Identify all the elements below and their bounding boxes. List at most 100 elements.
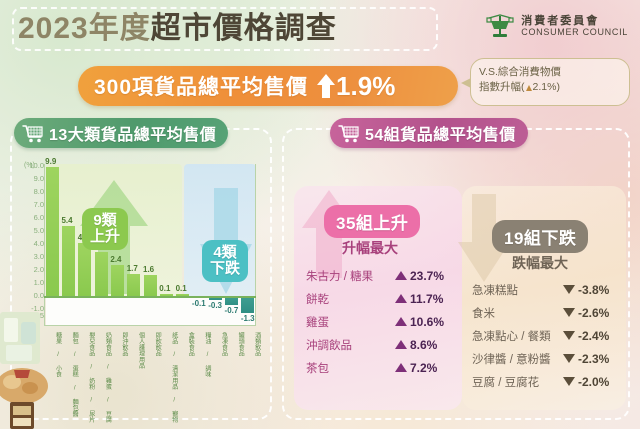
- bar-chart: (%) 10.0 9.0 8.0 7.0 6.0 5.0 4.0 3.0 2.0 1.0 0.0 -1…: [24, 157, 260, 326]
- up-arrow-icon: [395, 271, 407, 280]
- chart-bar-value-label: 0.1: [175, 284, 187, 293]
- list-item: 朱古力 / 糖果 23.7%: [296, 264, 460, 287]
- chart-bar: [45, 167, 59, 296]
- list-item-name: 雞蛋: [306, 316, 329, 329]
- page-title: 2023年度超市價格調查: [18, 14, 337, 44]
- chart-x-label: 糖果 / 小食: [54, 332, 62, 378]
- y-axis-tick: 4.0: [33, 239, 44, 248]
- chart-bar: [61, 225, 75, 296]
- list-item-name: 餅乾: [306, 293, 329, 306]
- list-item-name: 急凍糕點: [472, 284, 518, 297]
- chart-bar-value-label: 9.9: [45, 157, 57, 167]
- chart-x-label: 即飲飲品: [154, 332, 162, 357]
- chart-x-label: 盒裝食品: [187, 332, 195, 357]
- down-arrow-icon: [563, 377, 575, 386]
- list-item: 茶包 7.2%: [296, 356, 460, 379]
- page-title-main: 超市價格調查: [150, 12, 337, 45]
- chart-bar: [241, 296, 255, 313]
- down-arrow-icon: [563, 331, 575, 340]
- vs-note-prefix: 指數升幅(: [479, 81, 525, 94]
- chart-tag-fall-line2: 下跌: [210, 260, 241, 278]
- fall-subheading: 跌幅最大: [512, 255, 568, 271]
- summary-pill-value: 1.9%: [336, 70, 396, 101]
- vs-note-value: 2.1%: [532, 81, 557, 94]
- chart-below-zero-band: [46, 297, 256, 326]
- chart-tag-fall: 4類 下跌: [202, 240, 249, 283]
- left-panel-banner: 13大類貨品總平均售價: [14, 118, 229, 148]
- y-axis-tick: 8.0: [33, 187, 44, 196]
- summary-pill-label: 300項貨品總平均售價: [94, 76, 309, 99]
- up-arrow-icon: [395, 340, 407, 349]
- y-axis-tick: -1.0: [31, 304, 44, 313]
- y-axis-tick: 3.0: [33, 252, 44, 261]
- chart-x-axis-categories: 糖果 / 小食 麵包 / 蛋糕 / 麵包醬 嬰兒食品 / 奶粉 / 尿片 奶類食品 /…: [44, 331, 261, 427]
- up-arrow-icon: [395, 363, 407, 372]
- logo-text-english: CONSUMER COUNCIL: [521, 26, 628, 37]
- list-item-value: 7.2%: [410, 360, 438, 375]
- chart-bar: [110, 264, 124, 296]
- chart-tag-rise: 9類 上升: [82, 208, 129, 251]
- list-item: 沙律醬 / 意粉醬 -2.3%: [462, 347, 628, 370]
- y-axis-tick: 10.0: [29, 161, 44, 170]
- y-axis-tick: 6.0: [33, 213, 44, 222]
- chart-x-label: 奶類食品 / 雞蛋 / 豆腐: [104, 332, 112, 423]
- list-item-value: 23.7%: [410, 268, 445, 283]
- list-item: 急凍點心 / 餐類 -2.4%: [462, 324, 628, 347]
- list-item-value: -3.8%: [578, 282, 610, 297]
- chart-bar-value-label: 1.7: [126, 263, 138, 273]
- list-item-name: 沙律醬 / 意粉醬: [472, 353, 551, 366]
- list-item-value: -2.3%: [578, 351, 610, 366]
- list-item: 食米 -2.6%: [462, 301, 628, 324]
- shopping-cart-icon: [22, 124, 43, 142]
- chart-bar: [143, 275, 157, 296]
- chart-bar-value-label: -0.7: [224, 306, 239, 316]
- product-collage-decoration: [0, 312, 48, 429]
- chart-bar-value-label: -0.1: [191, 299, 206, 308]
- y-axis-tick: 9.0: [33, 174, 44, 183]
- chart-bar: [78, 242, 92, 296]
- bubble-tail: [461, 78, 471, 88]
- chart-bar-value-label: -1.3: [240, 313, 255, 323]
- balance-scale-icon: [486, 14, 514, 37]
- chart-tag-rise-line1: 9類: [93, 212, 117, 229]
- fall-list: 急凍糕點 -3.8% 食米 -2.6% 急凍點心 / 餐類 -2.4% 沙律醬 / 意粉醬 -…: [462, 278, 628, 393]
- chart-bar-value-label: 2.4: [110, 254, 122, 264]
- list-item-value: -2.6%: [578, 305, 610, 320]
- right-panel-banner: 54組貨品總平均售價: [330, 118, 528, 148]
- list-item: 沖調飲品 8.6%: [296, 333, 460, 356]
- consumer-council-logo: 消費者委員會 CONSUMER COUNCIL: [485, 13, 628, 39]
- chart-x-label: 即沖飲品: [120, 332, 128, 357]
- chart-bar-value-label: 0.1: [159, 284, 171, 293]
- list-item: 餅乾 11.7%: [296, 287, 460, 310]
- list-item-value: 8.6%: [410, 337, 438, 352]
- chart-x-label: 急凍食品: [220, 332, 228, 357]
- list-item-name: 急凍點心 / 餐類: [472, 330, 551, 343]
- rise-list: 朱古力 / 糖果 23.7% 餅乾 11.7% 雞蛋 10.6% 沖調飲品 8.6% 茶包 7.2…: [296, 264, 460, 379]
- list-item-value: 10.6%: [410, 314, 445, 329]
- y-axis-tick: 7.0: [33, 200, 44, 209]
- chart-bar: [225, 296, 239, 306]
- list-item-name: 沖調飲品: [306, 339, 352, 352]
- down-arrow-icon: [458, 194, 510, 282]
- up-arrow-icon: [395, 317, 407, 326]
- chart-tag-fall-line1: 4類: [213, 244, 237, 261]
- rise-subheading: 升幅最大: [342, 240, 398, 256]
- down-arrow-icon: [563, 285, 575, 294]
- down-arrow-icon: [563, 308, 575, 317]
- chart-bar-value-label: -0.3: [208, 300, 223, 310]
- chart-bar-value-label: 1.6: [143, 265, 155, 275]
- list-item: 豆腐 / 豆腐花 -2.0%: [462, 370, 628, 393]
- list-item-value: 11.7%: [410, 291, 444, 306]
- chart-x-label: 罐頭食品: [237, 332, 245, 357]
- chart-bar: [176, 294, 190, 296]
- chart-x-label: 麵包 / 蛋糕 / 麵包醬: [71, 332, 79, 417]
- chart-bar: [94, 251, 108, 296]
- list-item-value: -2.4%: [578, 328, 610, 343]
- down-arrow-icon: [563, 354, 575, 363]
- chart-bar: [159, 294, 173, 296]
- chart-bar: [127, 273, 141, 296]
- chart-x-label: 酒類飲品: [253, 332, 261, 357]
- chart-bar-value-label: 5.4: [61, 215, 73, 225]
- y-axis-unit: (%): [24, 162, 35, 169]
- shopping-cart-icon: [338, 124, 359, 142]
